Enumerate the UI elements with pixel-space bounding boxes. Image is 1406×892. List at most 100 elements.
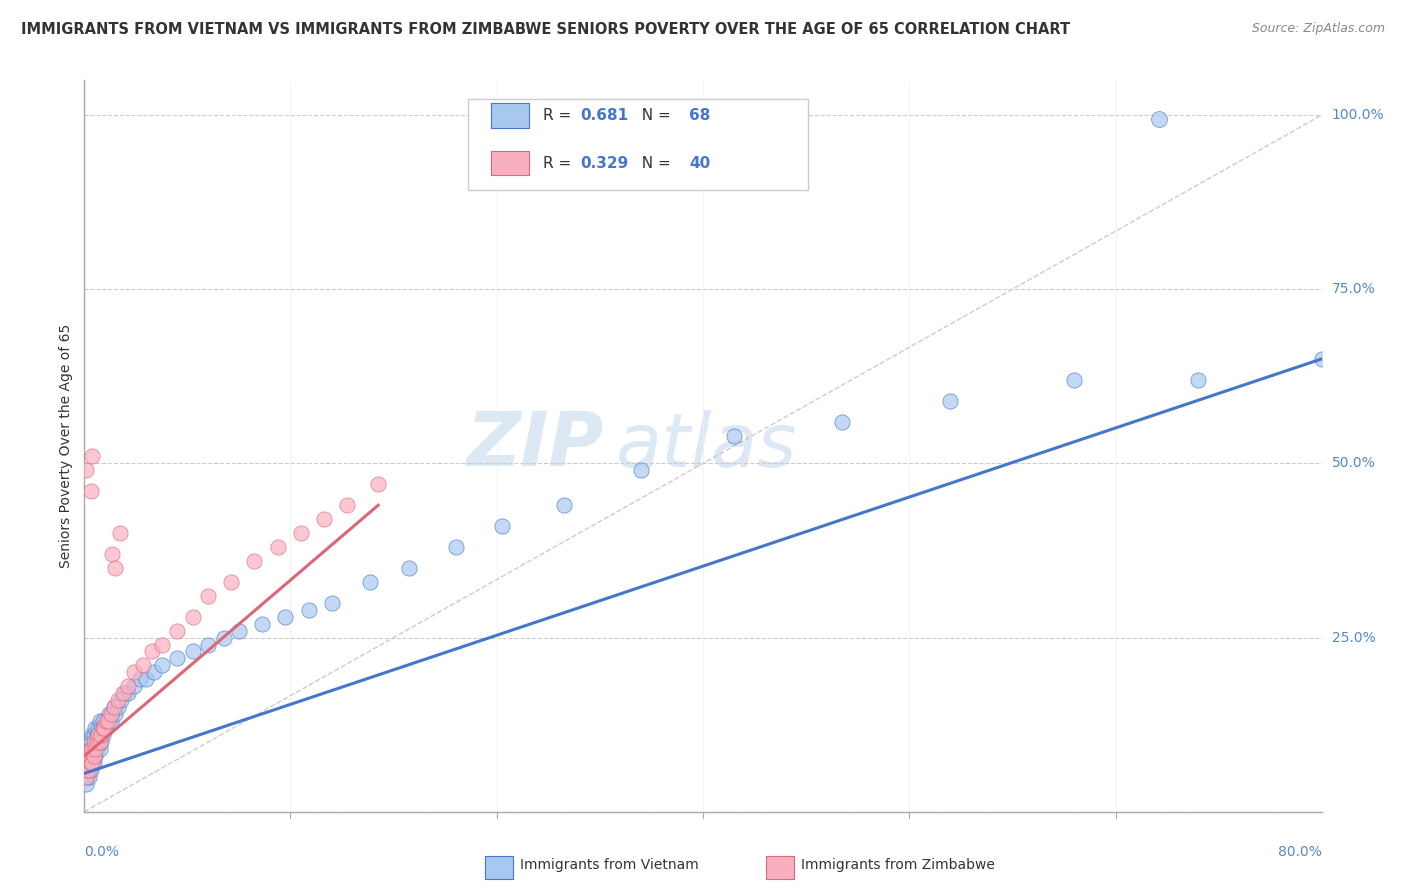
Point — [89, 728, 111, 742]
Point — [82, 756, 104, 770]
Point — [87, 735, 110, 749]
Text: R =: R = — [543, 155, 576, 170]
Point — [132, 658, 155, 673]
Text: 80.0%: 80.0% — [1278, 845, 1322, 859]
Point — [83, 728, 105, 742]
Point — [101, 547, 124, 561]
Point — [108, 526, 131, 541]
Point — [87, 728, 110, 742]
Point — [141, 644, 163, 658]
Point — [86, 728, 108, 742]
Point — [290, 526, 312, 541]
Point — [77, 756, 100, 770]
Point — [103, 700, 125, 714]
Point — [84, 742, 107, 756]
Text: Immigrants from Zimbabwe: Immigrants from Zimbabwe — [801, 858, 995, 872]
Point — [166, 651, 188, 665]
Point — [77, 749, 100, 764]
Text: IMMIGRANTS FROM VIETNAM VS IMMIGRANTS FROM ZIMBABWE SENIORS POVERTY OVER THE AGE: IMMIGRANTS FROM VIETNAM VS IMMIGRANTS FR… — [21, 22, 1070, 37]
Point — [82, 742, 104, 756]
Text: 68: 68 — [689, 108, 711, 123]
Point — [89, 714, 111, 728]
Point — [107, 693, 129, 707]
Point — [79, 749, 101, 764]
Bar — [492, 103, 529, 128]
Point — [110, 693, 132, 707]
Point — [93, 721, 115, 735]
Point — [112, 686, 135, 700]
Point — [150, 658, 173, 673]
Point — [77, 763, 100, 777]
Text: N =: N = — [633, 155, 676, 170]
Point — [143, 665, 166, 680]
Point — [84, 749, 107, 764]
Point — [129, 673, 152, 687]
Text: 0.0%: 0.0% — [84, 845, 120, 859]
Point — [122, 665, 145, 680]
Point — [79, 756, 101, 770]
Point — [367, 477, 389, 491]
Point — [181, 644, 204, 658]
Point — [82, 756, 104, 770]
Point — [76, 749, 98, 764]
Point — [75, 770, 97, 784]
Point — [98, 707, 121, 722]
Point — [75, 763, 97, 777]
Point — [93, 721, 115, 735]
Point — [83, 742, 105, 756]
Point — [76, 756, 98, 770]
Point — [82, 450, 104, 464]
Point — [491, 519, 513, 533]
Point — [831, 415, 853, 429]
Point — [91, 721, 114, 735]
Text: 25.0%: 25.0% — [1331, 631, 1375, 645]
Point — [101, 707, 124, 722]
Point — [83, 749, 105, 764]
Point — [212, 631, 235, 645]
Point — [89, 735, 111, 749]
Point — [82, 728, 104, 742]
Point — [90, 728, 112, 742]
Point — [104, 561, 127, 575]
Point — [76, 770, 98, 784]
FancyBboxPatch shape — [468, 99, 808, 190]
Point — [104, 707, 127, 722]
Point — [181, 609, 204, 624]
Point — [553, 498, 575, 512]
Point — [114, 686, 136, 700]
Point — [250, 616, 273, 631]
Point — [77, 742, 100, 756]
Point — [1063, 373, 1085, 387]
Point — [107, 700, 129, 714]
Point — [94, 714, 117, 728]
Point — [312, 512, 335, 526]
Point — [79, 763, 101, 777]
Point — [96, 714, 118, 728]
Point — [75, 756, 97, 770]
Bar — [492, 151, 529, 176]
Point — [135, 673, 157, 687]
Point — [79, 735, 101, 749]
Point — [117, 679, 139, 693]
Point — [228, 624, 250, 638]
Point — [166, 624, 188, 638]
Point — [219, 574, 242, 589]
Point — [75, 463, 97, 477]
Text: ZIP: ZIP — [467, 409, 605, 483]
Text: R =: R = — [543, 108, 576, 123]
Point — [197, 589, 219, 603]
Text: Immigrants from Vietnam: Immigrants from Vietnam — [520, 858, 699, 872]
Point — [90, 721, 112, 735]
Point — [91, 728, 114, 742]
Point — [84, 735, 107, 749]
Text: 40: 40 — [689, 155, 710, 170]
Point — [1187, 373, 1209, 387]
Text: 100.0%: 100.0% — [1331, 108, 1384, 122]
Point — [398, 561, 420, 575]
Point — [75, 777, 97, 791]
Point — [90, 735, 112, 749]
Text: 0.681: 0.681 — [581, 108, 628, 123]
Point — [100, 714, 122, 728]
Point — [122, 679, 145, 693]
Point — [444, 540, 467, 554]
